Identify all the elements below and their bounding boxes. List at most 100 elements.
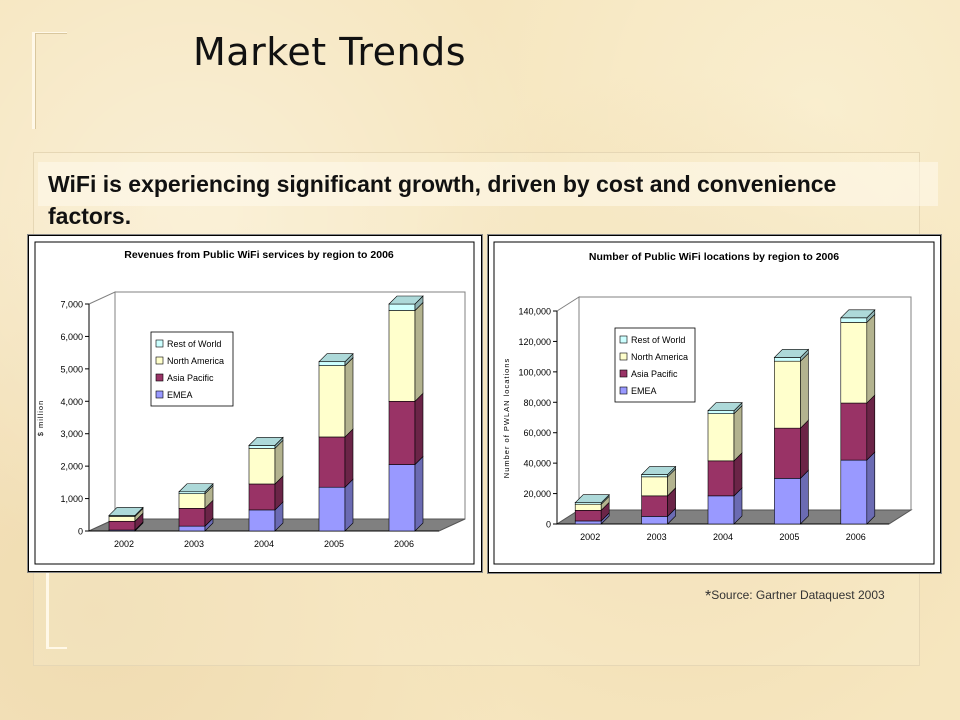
legend-label: North America bbox=[631, 352, 688, 362]
legend-label: Rest of World bbox=[167, 339, 221, 349]
bar-segment-front bbox=[774, 478, 801, 525]
y-tick-label: 80,000 bbox=[523, 398, 551, 408]
bar-segment-front bbox=[178, 493, 206, 509]
y-tick-label: 0 bbox=[78, 527, 83, 537]
bar-stack bbox=[388, 295, 424, 532]
legend-swatch bbox=[155, 339, 164, 348]
bar-segment-front bbox=[840, 402, 868, 461]
bar-segment-front bbox=[248, 448, 276, 485]
bar-top-face bbox=[388, 295, 424, 305]
x-tick-label: 2005 bbox=[779, 532, 799, 542]
bar-segment-front bbox=[318, 361, 346, 366]
bar-segment-side bbox=[800, 419, 809, 480]
bar-segment-front bbox=[641, 474, 668, 478]
bar-top-face bbox=[108, 507, 144, 516]
bar-stack bbox=[840, 309, 876, 525]
legend-swatch bbox=[619, 386, 628, 395]
legend-box bbox=[150, 331, 234, 407]
bar-top-face bbox=[178, 483, 214, 493]
slide-title: Market Trends bbox=[193, 30, 467, 74]
x-tick-label: 2003 bbox=[647, 532, 667, 542]
bar-stack bbox=[574, 493, 610, 525]
y-tick-label: 40,000 bbox=[523, 459, 551, 469]
side-wall bbox=[556, 296, 580, 525]
legend: Rest of World North America Asia Pacific EM… bbox=[614, 327, 696, 403]
x-tick-label: 2005 bbox=[324, 539, 344, 549]
y-tick-label: 0 bbox=[546, 520, 551, 530]
bar-segment-side bbox=[866, 451, 876, 525]
bar-segment-front bbox=[108, 520, 136, 531]
source-text: Source: Gartner Dataquest 2003 bbox=[711, 588, 885, 602]
bar-segment-front bbox=[774, 360, 801, 429]
y-tick-label: 4,000 bbox=[60, 397, 83, 407]
bar-segment-front bbox=[248, 483, 276, 511]
bar-segment-side bbox=[414, 392, 424, 466]
bar-segment-front bbox=[641, 495, 668, 517]
legend-swatch bbox=[619, 335, 628, 344]
bar-segment-side bbox=[414, 301, 424, 403]
y-tick-label: 6,000 bbox=[60, 332, 83, 342]
legend-label: North America bbox=[167, 356, 224, 366]
legend-swatch bbox=[155, 373, 164, 382]
revenue-chart: Revenues from Public WiFi services by re… bbox=[28, 235, 482, 572]
y-tick-label: 140,000 bbox=[518, 307, 551, 317]
bar-segment-front bbox=[840, 317, 868, 323]
legend-label: Asia Pacific bbox=[167, 373, 214, 383]
chart-title: Revenues from Public WiFi services by re… bbox=[124, 249, 394, 261]
bar-segment-front bbox=[641, 516, 668, 525]
bar-segment-side bbox=[800, 352, 809, 429]
legend-swatch bbox=[619, 369, 628, 378]
legend-swatch bbox=[155, 390, 164, 399]
bar-segment-front bbox=[248, 509, 276, 532]
legend-label: EMEA bbox=[167, 390, 193, 400]
bar-segment-front bbox=[574, 510, 602, 522]
y-tick-label: 100,000 bbox=[518, 367, 551, 377]
legend-label: EMEA bbox=[631, 386, 657, 396]
y-tick-label: 3,000 bbox=[60, 429, 83, 439]
bar-segment-side bbox=[800, 469, 809, 525]
locations-chart: Number of Public WiFi locations by regio… bbox=[488, 235, 941, 573]
bar-top-face bbox=[773, 349, 810, 358]
bar-segment-front bbox=[248, 445, 276, 449]
bar-segment-front bbox=[388, 464, 416, 532]
bar-segment-side bbox=[344, 356, 354, 438]
side-wall bbox=[88, 291, 116, 532]
bar-segment-front bbox=[840, 459, 868, 525]
bar-stack bbox=[707, 401, 743, 525]
bar-segment-front bbox=[840, 322, 868, 404]
bar-segment-front bbox=[574, 503, 602, 511]
y-axis-label: $ million bbox=[36, 400, 45, 437]
x-tick-label: 2006 bbox=[394, 539, 414, 549]
bar-segment-front bbox=[774, 357, 801, 362]
bar-top-face bbox=[318, 353, 354, 363]
legend-label: Rest of World bbox=[631, 335, 685, 345]
y-tick-label: 120,000 bbox=[518, 337, 551, 347]
x-tick-label: 2004 bbox=[713, 532, 733, 542]
x-tick-label: 2006 bbox=[846, 532, 866, 542]
bar-top-face bbox=[840, 309, 876, 319]
x-tick-label: 2004 bbox=[254, 539, 274, 549]
y-tick-label: 60,000 bbox=[523, 428, 551, 438]
bar-top-face bbox=[574, 494, 610, 504]
y-tick-label: 2,000 bbox=[60, 462, 83, 472]
y-tick-label: 1,000 bbox=[60, 494, 83, 504]
bar-stack bbox=[248, 436, 284, 532]
bar-segment-front bbox=[707, 495, 735, 525]
bar-stack bbox=[640, 465, 677, 525]
headline-text: WiFi is experiencing significant growth,… bbox=[48, 171, 837, 229]
bar-segment-front bbox=[707, 460, 735, 497]
bar-segment-side bbox=[414, 455, 424, 532]
legend-swatch bbox=[619, 352, 628, 361]
decorative-frame-top bbox=[32, 32, 67, 129]
bar-segment-front bbox=[388, 310, 416, 402]
legend-label: Asia Pacific bbox=[631, 369, 678, 379]
bar-segment-front bbox=[318, 486, 346, 532]
bar-segment-front bbox=[574, 520, 602, 525]
bar-segment-side bbox=[733, 404, 743, 462]
y-tick-label: 5,000 bbox=[60, 364, 83, 374]
source-asterisk: * bbox=[705, 588, 712, 605]
source-note: *Source: Gartner Dataquest 2003 bbox=[705, 588, 885, 606]
bar-stack bbox=[108, 506, 144, 532]
bar-segment-side bbox=[344, 428, 354, 488]
y-tick-label: 20,000 bbox=[523, 489, 551, 499]
